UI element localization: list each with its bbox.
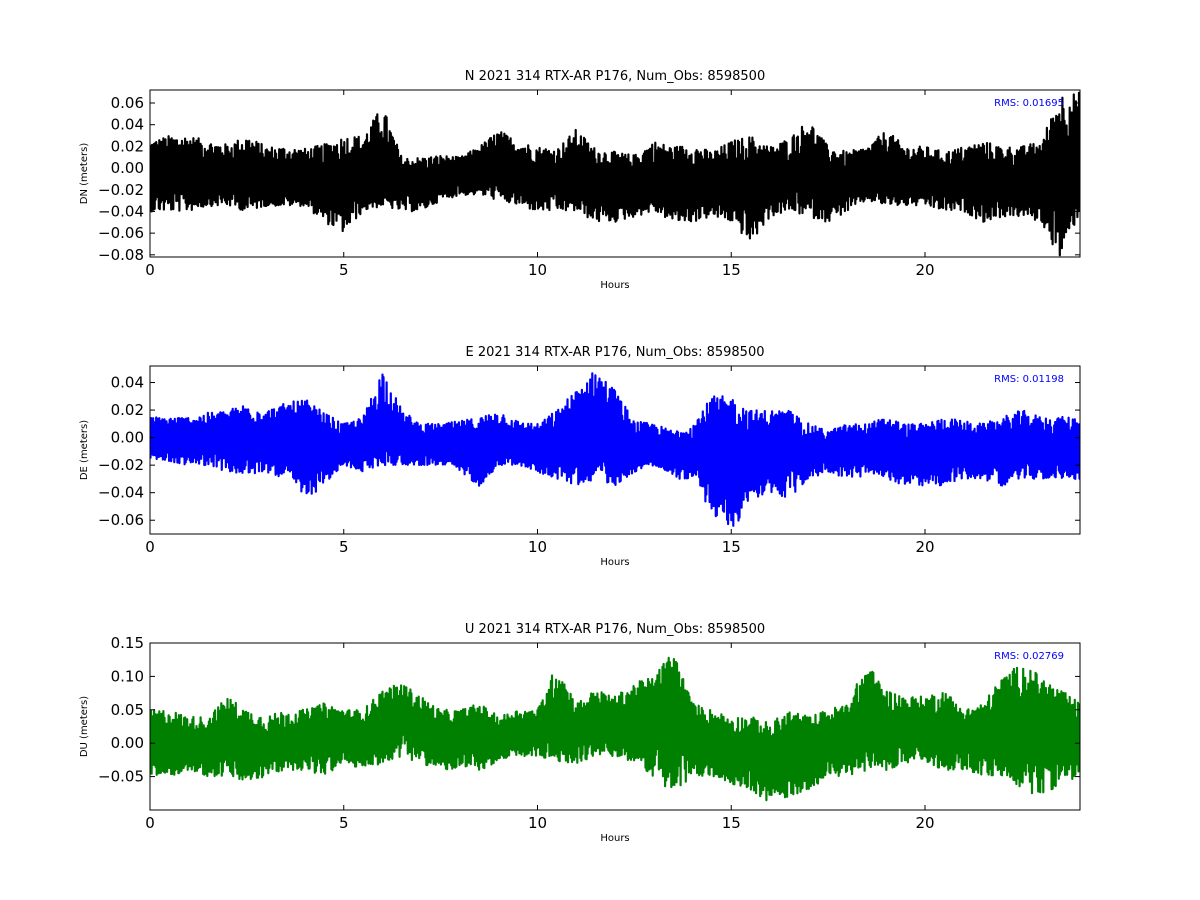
x-tick-label: 0 <box>145 261 155 279</box>
chart-panel-2: E 2021 314 RTX-AR P176, Num_Obs: 8598500… <box>79 345 1081 568</box>
chart-title: E 2021 314 RTX-AR P176, Num_Obs: 8598500 <box>466 345 765 360</box>
x-tick-label: 10 <box>528 261 547 279</box>
x-tick-label: 20 <box>915 538 934 556</box>
y-tick-label: 0.05 <box>111 701 144 719</box>
chart-title: U 2021 314 RTX-AR P176, Num_Obs: 8598500 <box>465 622 765 637</box>
y-tick-label: 0.00 <box>111 734 144 752</box>
y-tick-label: 0.02 <box>111 137 144 155</box>
y-tick-label: 0.06 <box>111 94 144 112</box>
y-axis-label: DE (meters) <box>79 420 90 480</box>
x-tick-label: 5 <box>339 814 349 832</box>
y-axis-label: DU (meters) <box>79 696 90 757</box>
y-tick-label: 0.02 <box>111 401 144 419</box>
y-tick-label: −0.06 <box>98 511 144 529</box>
series-line-3 <box>150 656 1080 802</box>
x-tick-label: 10 <box>528 814 547 832</box>
y-tick-label: −0.04 <box>98 484 144 502</box>
y-tick-label: −0.05 <box>98 768 144 786</box>
rms-annotation: RMS: 0.01695 <box>994 98 1064 109</box>
chart-panel-1: N 2021 314 RTX-AR P176, Num_Obs: 8598500… <box>79 69 1081 291</box>
x-tick-label: 15 <box>722 261 741 279</box>
x-tick-label: 10 <box>528 538 547 556</box>
plot-frame <box>149 642 1081 811</box>
x-axis-label: Hours <box>600 557 629 568</box>
chart-panel-3: U 2021 314 RTX-AR P176, Num_Obs: 8598500… <box>79 622 1081 844</box>
series-line-2 <box>150 372 1080 527</box>
rms-annotation: RMS: 0.01198 <box>994 374 1064 385</box>
x-tick-label: 20 <box>915 261 934 279</box>
x-axis-label: Hours <box>600 833 629 844</box>
x-tick-label: 15 <box>722 814 741 832</box>
x-tick-label: 0 <box>145 814 155 832</box>
y-tick-label: 0.00 <box>111 159 144 177</box>
y-tick-label: −0.02 <box>98 181 144 199</box>
x-axis-label: Hours <box>600 280 629 291</box>
x-tick-label: 20 <box>915 814 934 832</box>
x-tick-label: 5 <box>339 538 349 556</box>
x-tick-label: 5 <box>339 261 349 279</box>
y-tick-label: 0.10 <box>111 667 144 685</box>
y-tick-label: 0.15 <box>111 634 144 652</box>
y-tick-label: −0.08 <box>98 246 144 264</box>
chart-title: N 2021 314 RTX-AR P176, Num_Obs: 8598500 <box>465 69 765 84</box>
y-axis-label: DN (meters) <box>79 143 90 205</box>
plot-frame <box>149 365 1081 535</box>
x-tick-label: 0 <box>145 538 155 556</box>
y-tick-label: −0.02 <box>98 456 144 474</box>
x-tick-label: 15 <box>722 538 741 556</box>
y-tick-label: 0.00 <box>111 429 144 447</box>
y-tick-label: −0.04 <box>98 202 144 220</box>
rms-annotation: RMS: 0.02769 <box>994 651 1064 662</box>
y-tick-label: 0.04 <box>111 374 144 392</box>
y-tick-label: 0.04 <box>111 116 144 134</box>
y-tick-label: −0.06 <box>98 224 144 242</box>
plot-frame <box>149 89 1081 258</box>
series-line-1 <box>150 91 1080 257</box>
